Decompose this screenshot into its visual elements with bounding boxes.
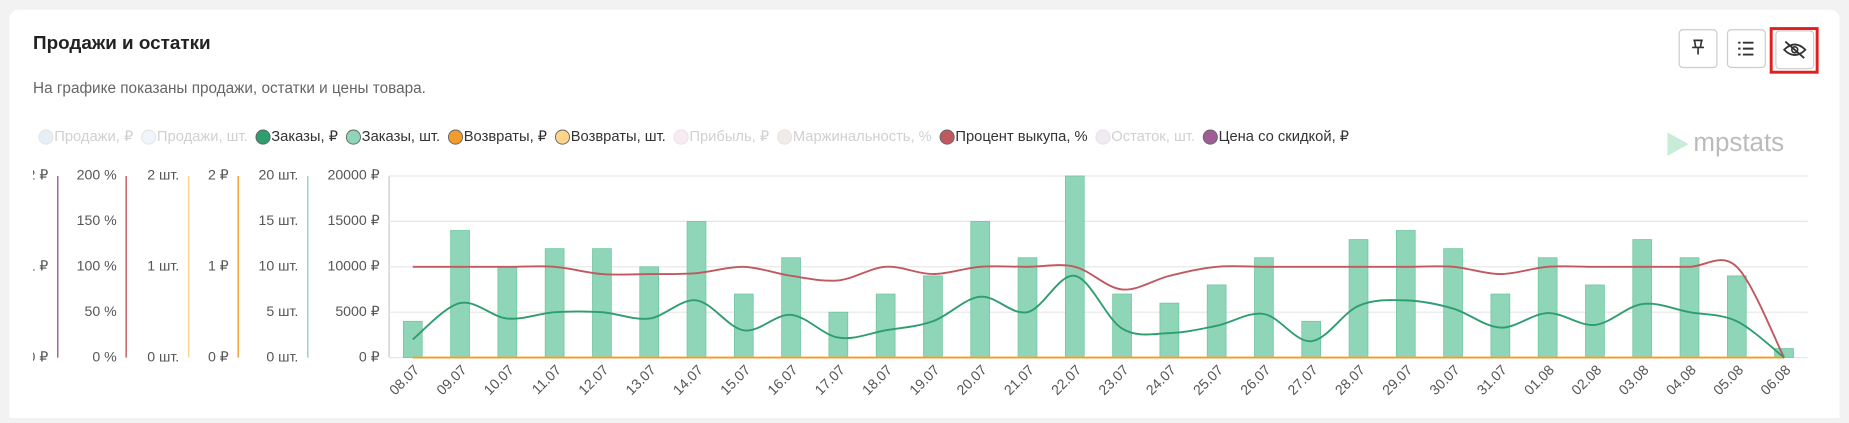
legend-label: Заказы, шт.: [362, 129, 440, 145]
y-tick-label: 200 %: [77, 167, 118, 183]
bar: [875, 293, 896, 358]
legend-label: Возвраты, шт.: [571, 129, 666, 145]
bar: [733, 293, 754, 358]
title: Продажи и остатки: [33, 32, 211, 53]
bar: [1112, 293, 1132, 358]
bar: [1679, 257, 1700, 358]
logo-text: mpstats: [1693, 129, 1784, 157]
legend-swatch: [447, 129, 464, 145]
pin-button[interactable]: [1678, 29, 1718, 69]
bar: [970, 221, 991, 358]
axes: 0 ₽ 1 ₽ 2 ₽ 0 % 50 % 100 % 150 % 200 % 0 шт. 1 шт…: [28, 167, 390, 364]
bar: [1395, 230, 1416, 358]
bar: [923, 275, 943, 358]
legend-swatch: [1202, 129, 1218, 145]
legend-label: Прибыль, ₽: [689, 129, 770, 145]
y-tick-label: 50 %: [85, 303, 118, 319]
bar: [592, 248, 612, 358]
legend-label: Продажи, шт.: [157, 129, 248, 145]
y-tick-label: 5000 ₽: [335, 303, 379, 319]
y-tick-label: 15000 ₽: [327, 212, 379, 228]
legend-label: Заказы, ₽: [271, 129, 338, 145]
legend-item[interactable]: Возвраты, ₽: [447, 129, 548, 145]
y-tick-label: 2 ₽: [28, 167, 49, 183]
y-tick-label: 1 ₽: [208, 258, 229, 274]
y-tick-label: 20000 ₽: [327, 167, 379, 183]
bar: [544, 248, 565, 358]
list-button[interactable]: [1726, 29, 1766, 69]
legend-swatch: [141, 129, 157, 145]
legend-label: Возвраты, ₽: [464, 129, 548, 145]
y-tick-label: 20 шт.: [258, 167, 298, 183]
bar: [1159, 302, 1180, 358]
y-tick-label: 0 %: [92, 348, 117, 364]
bar: [1017, 257, 1038, 358]
legend-label: Процент выкупа, %: [955, 129, 1087, 145]
legend-swatch: [255, 129, 271, 145]
bar: [1348, 239, 1369, 358]
legend-swatch: [673, 129, 689, 145]
bar: [781, 257, 801, 358]
bar: [1254, 257, 1274, 358]
legend-item[interactable]: Маржинальность, %: [777, 129, 932, 145]
y-tick-label: 5 шт.: [266, 303, 298, 319]
legend-item[interactable]: Возвраты, шт.: [554, 129, 666, 145]
legend-item[interactable]: Заказы, шт.: [345, 129, 440, 145]
logo: mpstats: [1667, 129, 1784, 157]
bar: [639, 266, 660, 358]
y-tick-label: 10 шт.: [258, 258, 298, 274]
y-tick-label: 10000 ₽: [327, 258, 379, 274]
y-tick-label: 0 ₽: [28, 348, 49, 364]
series-line: [412, 274, 1785, 359]
legend-item[interactable]: Прибыль, ₽: [673, 129, 770, 145]
legend-label: Остаток, шт.: [1111, 129, 1195, 145]
legend-label: Продажи, ₽: [54, 129, 134, 145]
legend-item[interactable]: Продажи, ₽: [38, 129, 134, 145]
legend-swatch: [38, 129, 54, 145]
hide-button[interactable]: [1769, 27, 1819, 74]
bar: [450, 230, 470, 358]
y-tick-label: 0 шт.: [147, 348, 179, 364]
bar: [1774, 348, 1794, 358]
legend-item[interactable]: Цена со скидкой, ₽: [1202, 129, 1350, 145]
subtitle: На графике показаны продажи, остатки и ц…: [33, 80, 426, 97]
bar: [1206, 284, 1227, 358]
legend-swatch: [1095, 129, 1111, 145]
legend-swatch: [345, 129, 361, 145]
y-tick-label: 1 ₽: [28, 258, 49, 274]
y-tick-label: 0 ₽: [359, 348, 380, 364]
y-tick-label: 15 шт.: [258, 212, 298, 228]
y-tick-label: 100 %: [77, 258, 118, 274]
y-tick-label: 0 ₽: [208, 348, 229, 364]
y-tick-label: 2 шт.: [147, 167, 179, 183]
legend-label: Маржинальность, %: [793, 129, 932, 145]
legend-item[interactable]: Заказы, ₽: [255, 129, 339, 145]
legend-item[interactable]: Процент выкупа, %: [939, 129, 1088, 145]
legend-item[interactable]: Продажи, шт.: [141, 129, 248, 145]
legend-swatch: [777, 129, 793, 145]
y-tick-label: 1 шт.: [147, 258, 179, 274]
bar: [686, 221, 707, 358]
y-tick-label: 2 ₽: [208, 167, 229, 183]
legend-item[interactable]: Остаток, шт.: [1095, 129, 1195, 145]
series-line: [412, 259, 1785, 359]
legend-swatch: [939, 129, 955, 145]
legend: Продажи, ₽ Продажи, шт. Заказы, ₽ Заказы, ш…: [38, 129, 1350, 145]
bar: [1443, 248, 1463, 358]
bar: [1537, 257, 1558, 358]
bar: [1632, 239, 1653, 358]
bar: [1585, 284, 1605, 358]
legend-swatch: [554, 129, 571, 145]
bar: [1726, 275, 1747, 358]
bar: [497, 266, 518, 358]
legend-label: Цена со скидкой, ₽: [1219, 129, 1350, 145]
y-tick-label: 150 %: [77, 212, 118, 228]
y-tick-label: 0 шт.: [266, 348, 298, 364]
